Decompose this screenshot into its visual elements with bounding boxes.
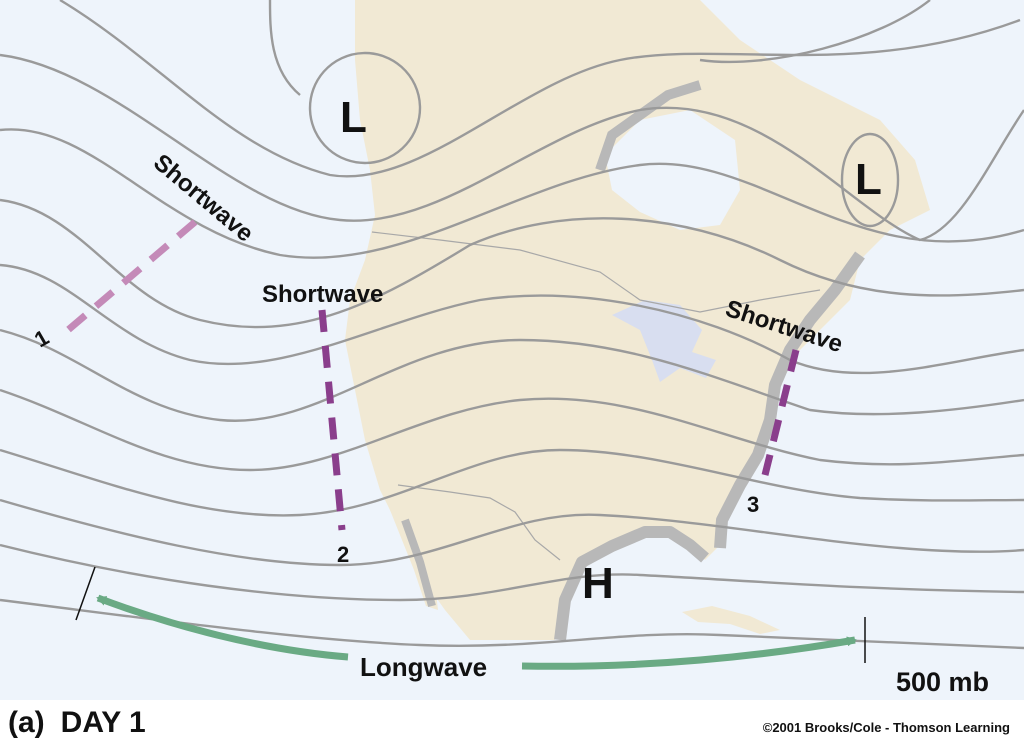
contour-line xyxy=(0,198,1024,329)
shortwave-3-number: 3 xyxy=(747,492,759,517)
great-lakes xyxy=(612,300,716,382)
low-contour-closed xyxy=(840,132,900,228)
us-mexico-border xyxy=(397,484,561,561)
high-pressure-label: H xyxy=(582,559,614,608)
contour-line xyxy=(59,0,1021,178)
low-pressure-label-east: L xyxy=(855,155,882,204)
caption-panel: (a) xyxy=(8,706,45,739)
contour-line xyxy=(0,498,1024,567)
shortwave-1-trough xyxy=(65,219,198,333)
contour-line xyxy=(0,263,1024,375)
longwave-arrow-left xyxy=(96,594,349,661)
hudson-coast-shadow xyxy=(595,80,702,172)
contour-line xyxy=(0,128,1024,259)
contour-line xyxy=(0,448,1024,517)
contour-line xyxy=(699,0,931,64)
height-contours xyxy=(0,0,1024,650)
contour-line xyxy=(0,598,1024,650)
contour-line xyxy=(0,388,1024,472)
contour-line xyxy=(0,328,1024,422)
mexico-pacific-shadow xyxy=(401,518,436,608)
longwave-left-tick xyxy=(75,566,96,621)
shortwave-2-trough xyxy=(318,309,346,531)
shortwave-2-number: 2 xyxy=(337,542,349,567)
low-contour-closed xyxy=(308,51,422,165)
pressure-level-label: 500 mb xyxy=(896,667,989,697)
cuba-island xyxy=(682,606,780,634)
figure-caption: (a) DAY 1 xyxy=(8,706,146,740)
canada-us-border xyxy=(371,231,821,313)
hudson-bay xyxy=(605,110,740,230)
copyright-notice: ©2001 Brooks/Cole - Thomson Learning xyxy=(762,720,1010,735)
longwave-arrow-right xyxy=(521,636,857,670)
east-coast-shadow xyxy=(714,251,865,549)
low-pressure-label-west: L xyxy=(340,93,367,142)
caption-title: DAY 1 xyxy=(60,706,146,739)
gulf-coast-shadow xyxy=(554,526,709,641)
land-layer xyxy=(345,0,930,641)
contour-line xyxy=(0,543,1024,602)
shortwave-2-label: Shortwave xyxy=(262,281,383,308)
contour-line xyxy=(0,53,1024,242)
longwave-label: Longwave xyxy=(360,652,487,682)
shortwave-3-trough xyxy=(761,349,800,476)
contour-line xyxy=(268,0,301,96)
